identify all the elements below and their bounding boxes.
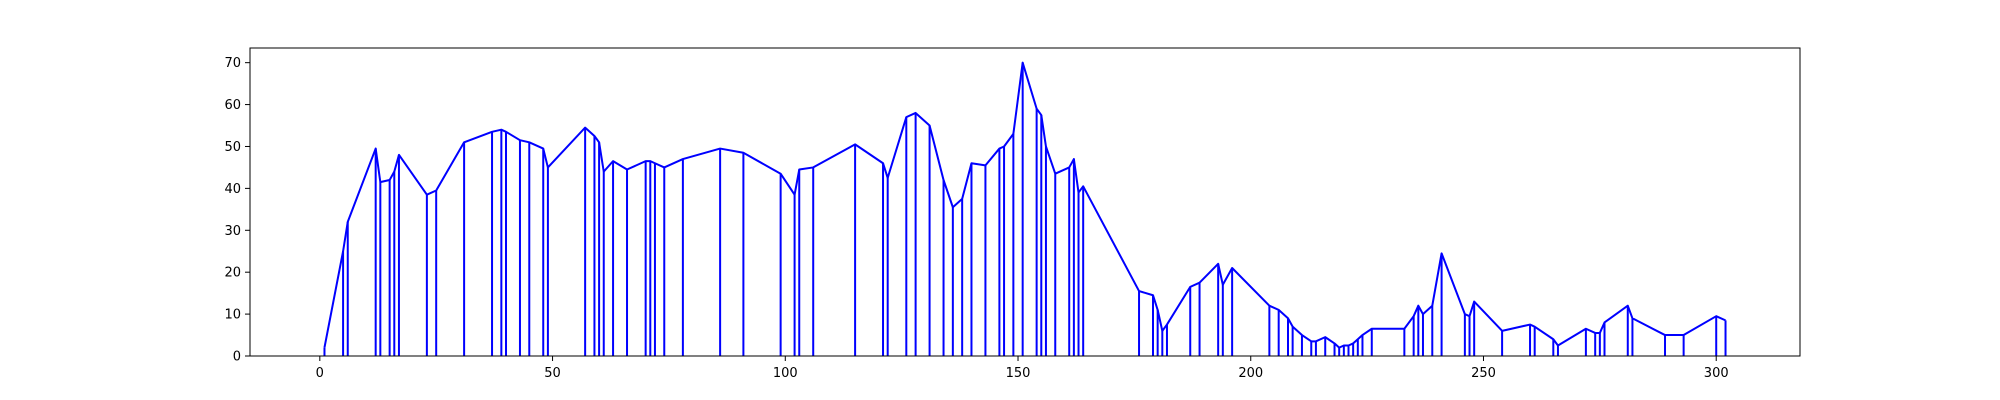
y-tick-label: 20: [224, 266, 241, 281]
y-tick-label: 10: [224, 308, 241, 323]
x-tick-label: 0: [316, 366, 324, 381]
x-tick-label: 100: [773, 366, 798, 381]
y-axis-ticks: 0 10 20 30 40 50 60 70: [224, 56, 250, 365]
y-tick-label: 70: [224, 56, 241, 71]
y-tick-label: 0: [233, 350, 241, 365]
y-tick-label: 30: [224, 224, 241, 239]
series-line: [323, 61, 1726, 349]
x-tick-label: 50: [544, 366, 561, 381]
x-axis-ticks: 0 50 100 150 200 250 300: [316, 356, 1729, 381]
x-tick-label: 300: [1704, 366, 1729, 381]
x-tick-label: 250: [1471, 366, 1496, 381]
y-tick-label: 60: [224, 98, 241, 113]
y-tick-label: 50: [224, 140, 241, 155]
y-tick-label: 40: [224, 182, 241, 197]
data-series: [323, 61, 1727, 356]
x-tick-label: 150: [1006, 366, 1031, 381]
x-tick-label: 200: [1238, 366, 1263, 381]
plot-area-frame: [249, 47, 1801, 357]
